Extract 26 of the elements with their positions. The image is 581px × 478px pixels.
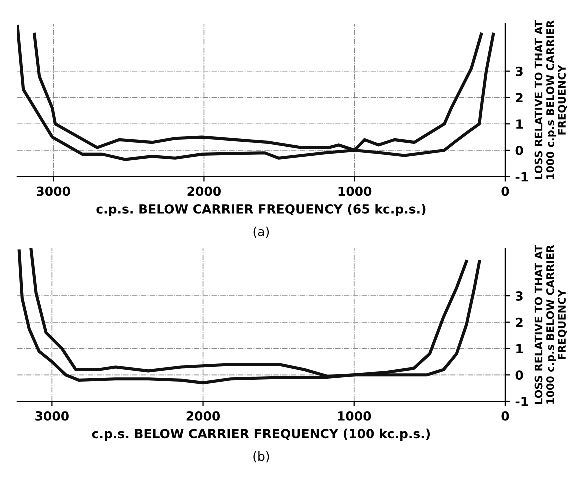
- x-tick-label: 2000: [186, 411, 220, 421]
- x-tick-label: 3000: [37, 186, 70, 196]
- y-axis-title: LOSS RELATIVE TO THAT AT 1000 c.p.s BELOW CARRIER FREQUENCY: [534, 20, 568, 180]
- y-tick-label: 0: [516, 370, 524, 380]
- x-tick-label: 0: [502, 186, 510, 196]
- line-series: [33, 32, 484, 152]
- y-tick-label: -1: [516, 397, 528, 406]
- line-series: [17, 25, 496, 162]
- y-tick-label: 3: [516, 292, 523, 301]
- x-tick-label: 1000: [338, 411, 372, 421]
- y-tick-label: -1: [516, 172, 528, 182]
- y-tick-label: 2: [516, 93, 523, 102]
- x-tick-label: 0: [502, 411, 510, 421]
- x-tick-label: 1000: [338, 186, 372, 196]
- y-tick-label: 2: [516, 318, 523, 328]
- y-tick-label: 3: [516, 66, 523, 76]
- y-tick-label: 0: [516, 146, 524, 156]
- x-tick-label: 3000: [36, 411, 69, 421]
- x-axis-title: c.p.s. BELOW CARRIER FREQUENCY (65 kc.p.s.): [96, 204, 426, 216]
- text: (a): [254, 226, 270, 238]
- y-tick-label: 1: [516, 120, 524, 129]
- y-axis-title: LOSS RELATIVE TO THAT AT 1000 c.p.s BELOW CARRIER FREQUENCY: [534, 245, 568, 404]
- x-tick-label: 2000: [188, 186, 222, 196]
- x-axis-title: c.p.s. BELOW CARRIER FREQUENCY (100 kc.p.s.): [92, 428, 430, 441]
- y-tick-label: 1: [516, 344, 524, 354]
- text: (b): [254, 452, 270, 463]
